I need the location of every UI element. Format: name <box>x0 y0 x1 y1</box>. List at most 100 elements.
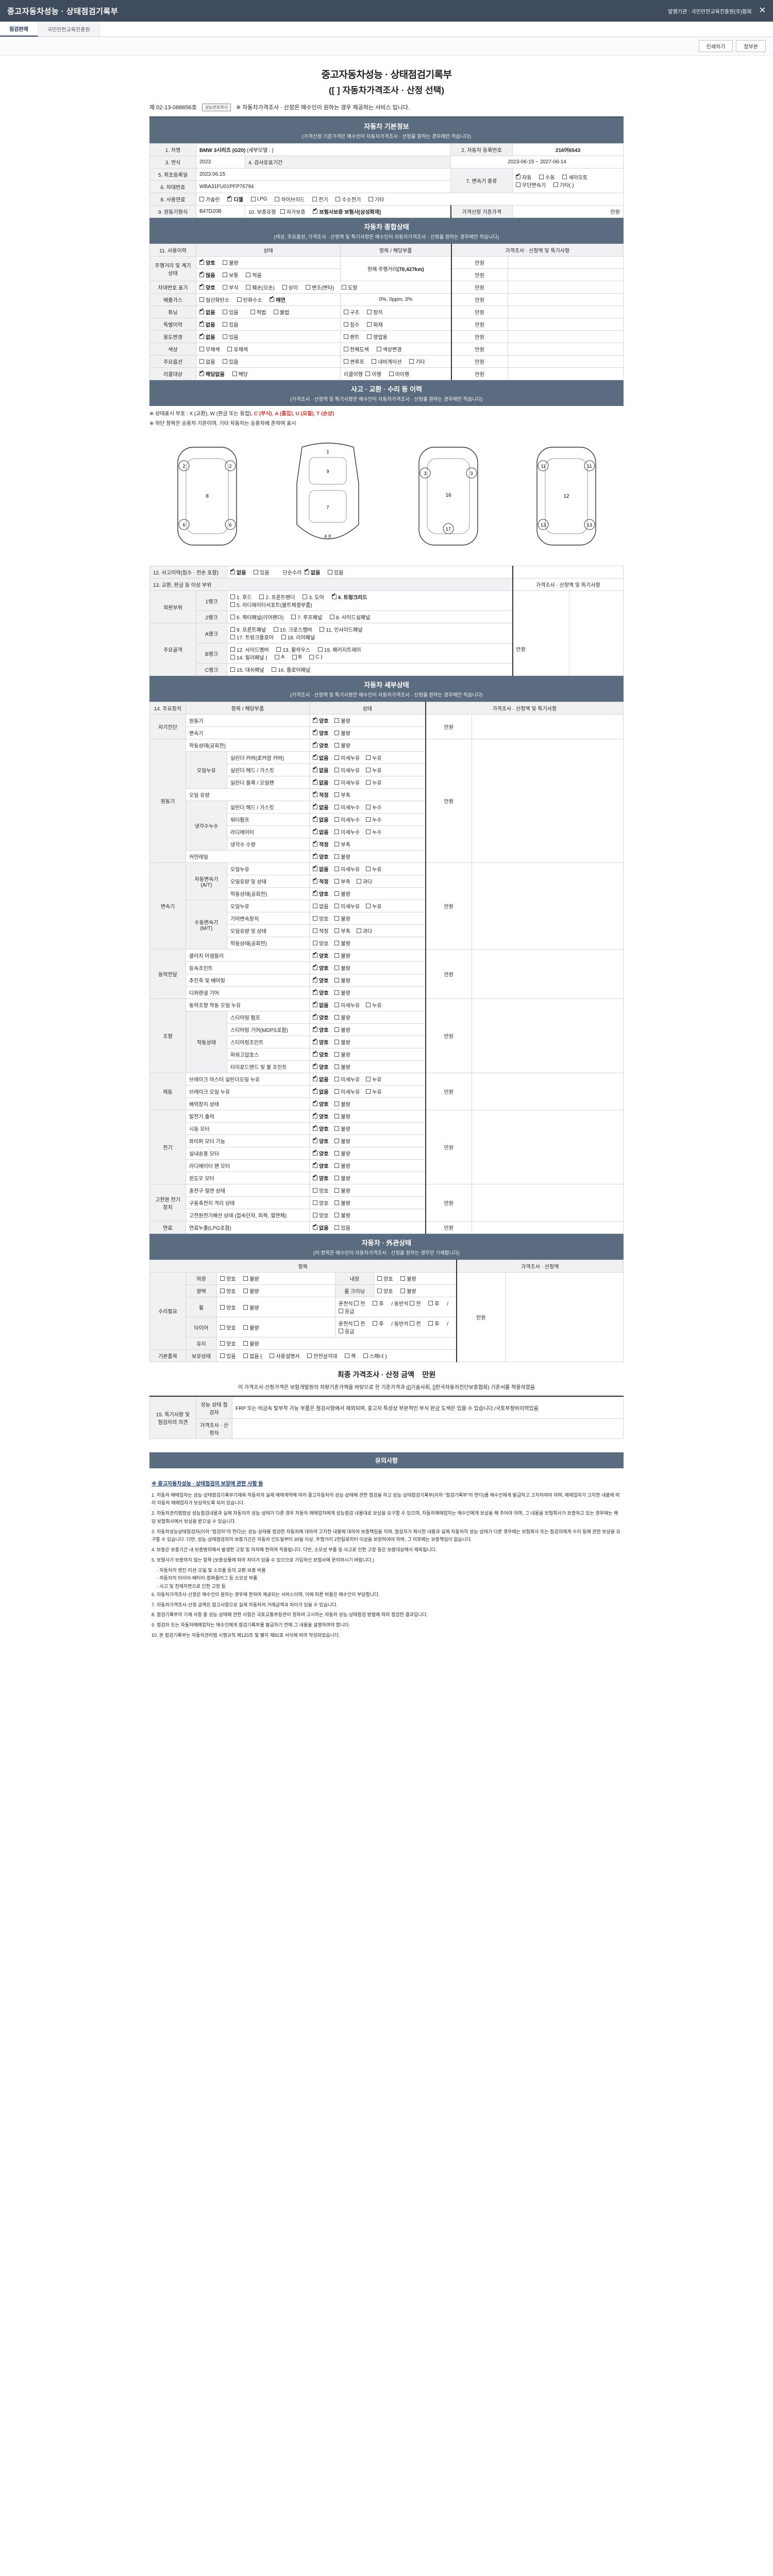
glass-bad[interactable]: 불량 <box>243 1340 259 1347</box>
frame-inside-panel[interactable]: 11. 인사이드패널 <box>320 625 363 633</box>
item-spanner[interactable]: 스패너 ) <box>363 1352 387 1360</box>
option-none[interactable]: 없음 <box>199 358 215 365</box>
state-option-0[interactable]: 양호 <box>313 1137 328 1145</box>
state-option-0[interactable]: 없음 <box>313 1088 328 1095</box>
frame-rear-panel[interactable]: 18. 리어패널 <box>281 633 315 641</box>
frame-cross-member[interactable]: 10. 크로스멤버 <box>273 625 312 633</box>
tire-bad[interactable]: 불량 <box>243 1324 259 1331</box>
device-price-input[interactable] <box>472 739 624 863</box>
option-other[interactable]: 기타 <box>409 358 425 365</box>
state-option-1[interactable]: 불량 <box>334 1125 350 1132</box>
state-option-0[interactable]: 적정 <box>313 840 328 848</box>
state-option-1[interactable]: 불량 <box>334 1038 350 1046</box>
state-option-0[interactable]: 적정 <box>313 877 328 885</box>
emission-hc[interactable]: 탄화수소 <box>237 296 262 303</box>
state-option-0[interactable]: 양호 <box>313 939 328 947</box>
vin-corrosion[interactable]: 부식 <box>223 283 239 291</box>
state-option-2[interactable]: 누유 <box>366 865 382 873</box>
tuning-yes[interactable]: 있음 <box>223 308 239 316</box>
state-option-1[interactable]: 미세누유 <box>334 778 360 786</box>
recall-not-applicable[interactable]: 해당없음 <box>199 370 225 378</box>
tire-passenger-rear[interactable]: 후 <box>428 1319 440 1327</box>
state-option-2[interactable]: 누유 <box>366 754 382 761</box>
device-price-input[interactable] <box>472 714 624 739</box>
mileage-many[interactable]: 많음 <box>199 271 215 279</box>
mileage-good[interactable]: 양호 <box>199 259 215 266</box>
polish-bad[interactable]: 불량 <box>243 1287 259 1295</box>
state-option-2[interactable]: 과다 <box>356 877 372 885</box>
state-option-0[interactable]: 없음 <box>313 902 328 910</box>
wheel-passenger-rear[interactable]: 후 <box>428 1299 440 1307</box>
tab-safety-education[interactable]: 국민안전교육진흥원 <box>38 22 100 37</box>
emission-co[interactable]: 일산화탄소 <box>199 296 229 303</box>
glass-good[interactable]: 양호 <box>220 1340 236 1347</box>
color-chromatic[interactable]: 유채색 <box>227 345 248 353</box>
state-option-1[interactable]: 불량 <box>334 1149 350 1157</box>
wheel-driver-rear[interactable]: 후 <box>373 1299 384 1307</box>
polish-good[interactable]: 양호 <box>220 1287 236 1295</box>
tuning-device[interactable]: 장치 <box>367 308 383 316</box>
mileage-few[interactable]: 적음 <box>246 271 262 279</box>
body-good[interactable]: 양호 <box>220 1275 236 1282</box>
special-price[interactable] <box>508 318 624 331</box>
state-option-1[interactable]: 불량 <box>334 1112 350 1120</box>
special-none[interactable]: 없음 <box>199 320 215 328</box>
color-achromatic[interactable]: 무채색 <box>199 345 220 353</box>
state-option-1[interactable]: 불량 <box>334 1137 350 1145</box>
frame-pillar-b[interactable]: B <box>292 654 302 660</box>
wheel-bad[interactable]: 불량 <box>243 1303 259 1311</box>
state-option-2[interactable]: 누유 <box>366 778 382 786</box>
tire-good[interactable]: 양호 <box>220 1324 236 1331</box>
transmission-auto[interactable]: 자동 <box>516 173 531 181</box>
state-option-2[interactable]: 누수 <box>366 828 382 836</box>
panel-side-sill[interactable]: 8. 사이드실패널 <box>329 613 370 621</box>
items-absent[interactable]: 없음 ( <box>243 1352 262 1360</box>
cleaning-good[interactable]: 양호 <box>377 1287 393 1295</box>
usage-price[interactable] <box>508 330 624 343</box>
device-price-input[interactable] <box>472 1110 624 1184</box>
state-option-1[interactable]: 불량 <box>334 914 350 922</box>
frame-wheel-house[interactable]: 13. 휠하우스 <box>276 646 310 653</box>
fuel-gasoline[interactable]: 가솔린 <box>199 195 220 203</box>
tuning-none[interactable]: 없음 <box>199 308 215 316</box>
frame-pillar-panel[interactable]: 14. 필러패널 ( <box>230 653 267 661</box>
appraiser-comment[interactable] <box>232 1418 624 1439</box>
state-option-2[interactable]: 누유 <box>366 1075 382 1083</box>
tab-inspection-sale[interactable]: 점검판매 <box>0 22 38 37</box>
state-option-1[interactable]: 부족 <box>334 840 350 848</box>
state-option-1[interactable]: 불량 <box>334 890 350 897</box>
panel-trunk-lid[interactable]: 4. 트렁크리드 <box>331 593 367 601</box>
state-option-0[interactable]: 양호 <box>313 1026 328 1033</box>
copy-stamp-button[interactable]: 성능번호복사 <box>201 103 231 111</box>
state-option-0[interactable]: 적정 <box>313 927 328 935</box>
usage-rent[interactable]: 렌트 <box>344 333 359 341</box>
state-option-0[interactable]: 없음 <box>313 766 328 774</box>
vin-good[interactable]: 양호 <box>199 283 215 291</box>
state-option-0[interactable]: 양호 <box>313 989 328 996</box>
fuel-hydrogen[interactable]: 수소전기 <box>335 195 361 203</box>
state-option-2[interactable]: 누수 <box>366 816 382 823</box>
frame-trunk-floor[interactable]: 17. 트렁크플로어 <box>230 633 274 641</box>
wheel-passenger-front[interactable]: 전 <box>410 1299 421 1307</box>
recall-done[interactable]: 이행 <box>365 370 381 378</box>
state-option-0[interactable]: 양호 <box>313 1063 328 1071</box>
option-yes[interactable]: 있음 <box>223 358 239 365</box>
state-option-1[interactable]: 불량 <box>334 989 350 996</box>
accident-price-input[interactable] <box>569 590 624 676</box>
recall-price[interactable] <box>508 367 624 380</box>
usage-none[interactable]: 없음 <box>199 333 215 341</box>
frame-package-tray[interactable]: 19. 패키지트레이 <box>317 646 361 653</box>
state-option-1[interactable]: 불량 <box>334 1199 350 1207</box>
tuning-structure[interactable]: 구조 <box>344 308 359 316</box>
vin-altered[interactable]: 변조(변타) <box>305 283 334 291</box>
print-button[interactable]: 인쇄하기 <box>698 40 733 52</box>
body-bad[interactable]: 불량 <box>243 1275 259 1282</box>
state-option-1[interactable]: 불량 <box>334 939 350 947</box>
state-option-1[interactable]: 있음 <box>334 1224 350 1231</box>
state-option-1[interactable]: 불량 <box>334 976 350 984</box>
state-option-1[interactable]: 미세누수 <box>334 803 360 811</box>
options-price[interactable] <box>508 355 624 368</box>
tire-spare[interactable]: 응급 <box>339 1327 354 1335</box>
state-option-0[interactable]: 적정 <box>313 791 328 799</box>
state-option-1[interactable]: 미세누수 <box>334 816 360 823</box>
